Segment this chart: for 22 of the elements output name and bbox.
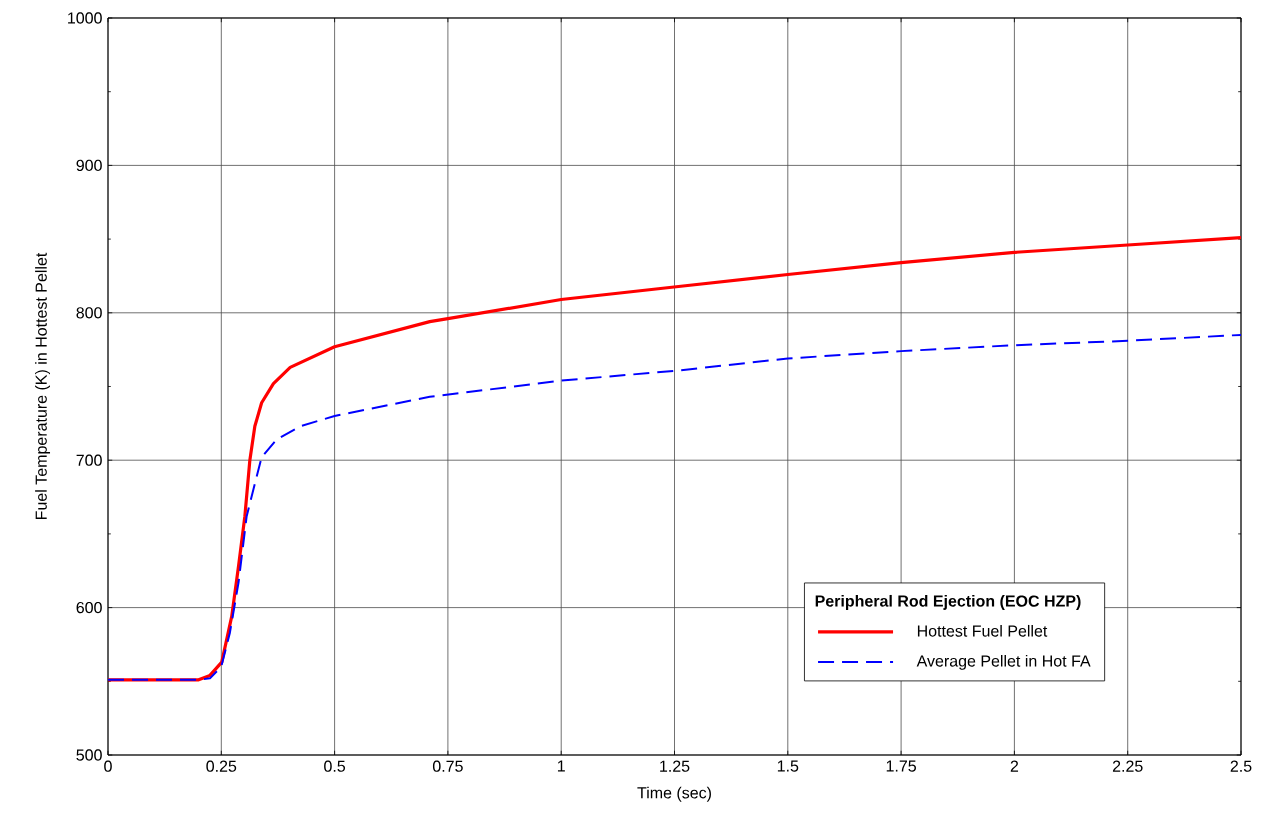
- x-tick-label: 1.5: [777, 760, 799, 772]
- legend-label: Hottest Fuel Pellet: [917, 624, 1048, 637]
- x-tick-label: 1.75: [886, 760, 917, 772]
- x-tick-label: 2.5: [1230, 760, 1252, 772]
- x-tick-label: 0: [104, 760, 112, 772]
- legend-label: Average Pellet in Hot FA: [916, 654, 1091, 670]
- x-tick-label: 0.25: [206, 760, 237, 772]
- y-tick-label: 500: [76, 749, 102, 761]
- x-tick-label: 0.5: [324, 760, 346, 772]
- x-tick-label: 1.25: [660, 760, 690, 772]
- y-tick-label: 800: [76, 307, 102, 319]
- y-tick-label: 600: [76, 601, 102, 614]
- x-tick-label: 2.25: [1112, 760, 1143, 772]
- y-axis-title: Fuel Temperature (K) in Hottest Pellet: [35, 252, 51, 520]
- legend-title: Peripheral Rod Ejection (EOC HZP): [815, 594, 1081, 610]
- x-tick-label: 1: [557, 760, 565, 772]
- x-tick-label: 0.75: [432, 760, 463, 772]
- y-tick-label: 900: [76, 159, 102, 172]
- y-tick-label: 700: [76, 454, 102, 466]
- y-tick-label: 1000: [68, 12, 102, 24]
- x-axis-title: Time (sec): [637, 786, 711, 802]
- x-tick-label: 2: [1010, 760, 1019, 772]
